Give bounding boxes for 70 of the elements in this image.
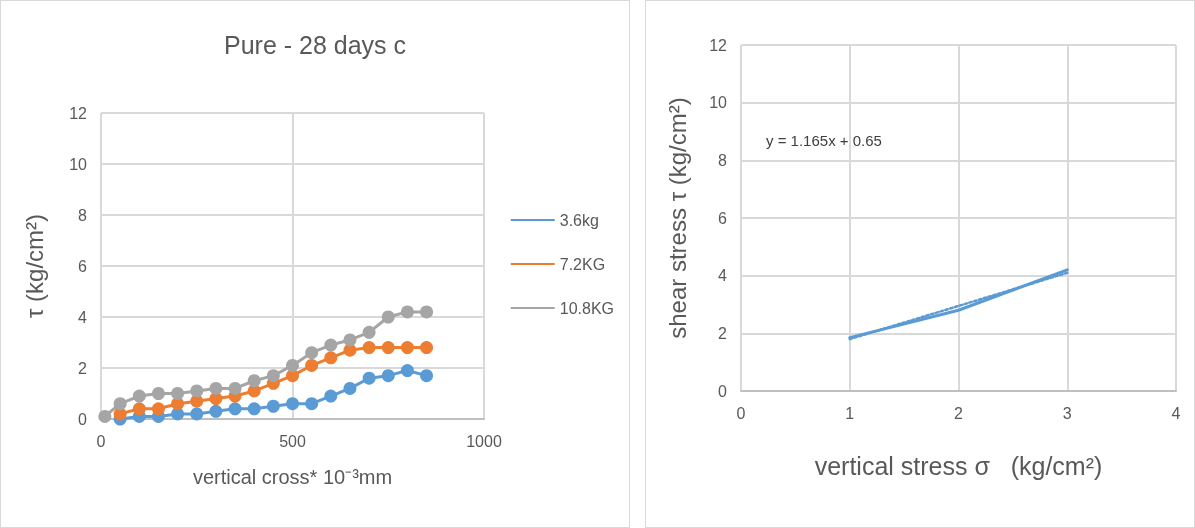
y-tick-label: 8 xyxy=(78,206,88,224)
point xyxy=(343,381,357,395)
y-tick-label: 12 xyxy=(69,104,88,122)
point xyxy=(209,381,223,395)
legend-label: 7.2KG xyxy=(559,255,606,273)
point xyxy=(362,341,376,355)
point xyxy=(324,351,338,365)
point xyxy=(400,341,414,355)
point xyxy=(381,310,395,324)
point xyxy=(266,369,280,383)
y-tick-label: 2 xyxy=(78,359,88,377)
point xyxy=(228,402,242,416)
legend-label: 3.6kg xyxy=(559,211,599,229)
point xyxy=(132,402,146,416)
point xyxy=(400,305,414,319)
y-tick-label: 0 xyxy=(718,382,728,400)
y-axis-title: τ (kg/cm²) xyxy=(20,213,48,319)
point xyxy=(420,305,434,319)
point xyxy=(132,389,146,403)
x-tick-label: 2 xyxy=(954,404,964,422)
point xyxy=(98,409,112,423)
x-tick-label: 0 xyxy=(736,404,746,422)
point xyxy=(420,369,434,383)
y-axis-title: shear stress τ (kg/cm²) xyxy=(663,97,691,339)
point xyxy=(171,387,185,400)
point xyxy=(305,358,319,372)
point xyxy=(190,407,204,421)
point xyxy=(286,397,299,411)
point xyxy=(305,346,319,360)
point xyxy=(343,333,357,347)
y-tick-label: 10 xyxy=(709,94,728,112)
point xyxy=(247,374,261,388)
point xyxy=(381,341,395,355)
y-tick-label: 4 xyxy=(718,267,728,285)
annotation: y = 1.165x + 0.65 xyxy=(766,132,882,149)
x-tick-label: 1000 xyxy=(466,432,502,450)
point xyxy=(151,387,165,400)
y-tick-label: 2 xyxy=(718,324,728,342)
x-tick-label: 500 xyxy=(279,432,306,450)
point xyxy=(209,404,223,418)
point xyxy=(190,394,204,408)
y-tick-label: 6 xyxy=(78,257,88,275)
point xyxy=(324,338,338,352)
point xyxy=(247,402,261,416)
point xyxy=(362,325,376,339)
point xyxy=(228,381,242,395)
x-tick-label: 1 xyxy=(845,404,855,422)
point xyxy=(113,397,127,411)
chart-title: Pure - 28 days c xyxy=(223,30,407,59)
point xyxy=(420,341,434,355)
point xyxy=(381,369,395,383)
x-tick-label: 0 xyxy=(96,432,106,450)
x-axis-title: vertical cross* 10⁻³mm xyxy=(192,466,393,488)
y-tick-label: 12 xyxy=(709,36,728,54)
legend-label: 10.8KG xyxy=(559,299,615,317)
point xyxy=(362,371,376,385)
point xyxy=(400,364,414,378)
point xyxy=(266,399,280,413)
y-tick-label: 6 xyxy=(718,209,728,227)
x-axis-title: vertical stress σ (kg/cm²) xyxy=(814,451,1103,480)
point xyxy=(190,384,204,398)
point xyxy=(324,389,338,403)
y-tick-label: 4 xyxy=(78,308,88,326)
x-tick-label: 4 xyxy=(1171,404,1181,422)
y-tick-label: 10 xyxy=(69,155,88,173)
point xyxy=(305,397,319,411)
point xyxy=(151,402,165,416)
y-tick-label: 8 xyxy=(718,151,728,169)
x-tick-label: 3 xyxy=(1062,404,1072,422)
point xyxy=(286,358,299,372)
